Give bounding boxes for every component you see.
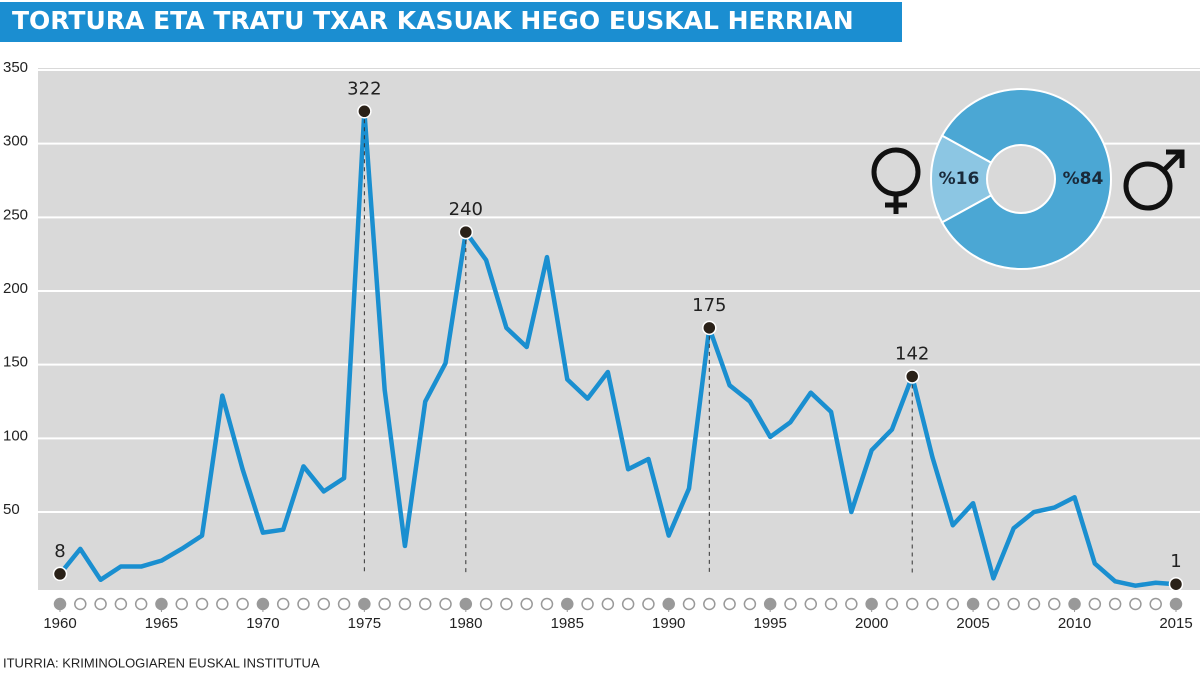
year-dot [1088,597,1102,611]
x-tick-label: 1985 [551,615,584,632]
x-tick-label: 1990 [652,615,685,632]
year-dot [94,597,107,611]
year-dot [479,597,493,611]
title-box [0,2,902,42]
year-dot [1169,597,1183,611]
year-dot [946,597,960,611]
year-dot [926,597,939,611]
data-point [1168,576,1184,592]
data-point [52,566,68,582]
year-dot [540,597,554,611]
source: ITURRIA: KRIMINOLOGIAREN EUSKAL INSTITUT… [3,655,320,670]
year-dot [520,597,533,611]
year-dot [114,597,128,611]
year-dot [1129,597,1142,611]
year-dot [601,597,615,611]
year-dot [784,597,797,611]
male-symbol [1123,149,1185,211]
year-dot [195,597,209,611]
year-dot [297,597,310,611]
chart-title: TORTURA ETA TRATU TXAR KASUAK HEGO EUSKA… [12,6,854,35]
year-dot [966,597,980,611]
year-dot [763,597,777,611]
year-dot [561,597,574,611]
x-tick-label: 1995 [753,615,786,632]
y-tick-label: 300 [3,133,28,150]
year-dot [865,597,878,611]
year-dot [398,597,412,611]
year-dot [378,597,391,611]
slice-label: %84 [1063,169,1104,189]
year-dot [723,597,736,611]
data-point [904,369,920,384]
year-dot [175,597,188,611]
year-dot [682,597,696,611]
x-tick-label: 1960 [43,615,76,632]
year-dot [1048,597,1061,611]
data-label: 322 [347,78,381,99]
year-dot [1108,597,1122,611]
year-dot [662,597,675,611]
year-dot [885,597,899,611]
year-dot [53,597,67,611]
year-dot [581,597,594,611]
y-tick-label: 50 [3,501,20,518]
donut-slice [940,88,1112,270]
year-dot [703,597,716,611]
y-tick-label: 100 [3,427,28,444]
year-dot [459,597,473,611]
year-dot [155,597,168,611]
data-point [357,104,372,119]
year-dot [236,597,249,611]
year-dot [276,597,290,611]
data-label: 240 [449,199,483,220]
year-dot [337,597,351,611]
year-dot [317,597,331,611]
year-dot [74,597,87,611]
data-label: 175 [692,295,726,316]
year-dot [824,597,838,611]
year-dot [905,597,919,611]
x-tick-label: 2015 [1159,615,1192,632]
y-tick-label: 250 [3,206,28,223]
y-tick-label: 350 [3,59,28,76]
year-dot [1149,597,1162,611]
data-label: 142 [895,343,929,364]
data-point [702,320,717,336]
slice-label: %16 [939,169,980,189]
year-dot [845,597,858,611]
year-dot [642,597,655,611]
year-dot [439,597,452,611]
x-tick-label: 1965 [145,615,178,632]
year-dot [134,597,148,611]
year-dot [500,597,513,611]
year-dot [256,597,270,611]
year-dot [216,597,229,611]
plot-area [38,68,1200,590]
year-dot [358,597,371,611]
year-dot [1007,597,1020,611]
year-dot [804,597,818,611]
y-tick-label: 200 [3,280,28,297]
year-dot [418,597,432,611]
year-dot [1068,597,1081,611]
x-tick-label: 1975 [348,615,381,632]
year-dot [987,597,1000,611]
x-tick-label: 2005 [956,615,989,632]
x-tick-label: 2010 [1058,615,1091,632]
x-tick-label: 1970 [246,615,279,632]
data-label: 1 [1170,551,1181,572]
year-dot [621,597,635,611]
data-label: 8 [54,541,65,562]
data-point [458,224,474,240]
x-tick-label: 2000 [855,615,888,632]
year-dot [1027,597,1041,611]
data-line [58,109,1177,588]
x-tick-label: 1980 [449,615,482,632]
female-symbol [871,147,921,214]
year-dot [743,597,757,611]
y-tick-label: 150 [3,354,28,371]
